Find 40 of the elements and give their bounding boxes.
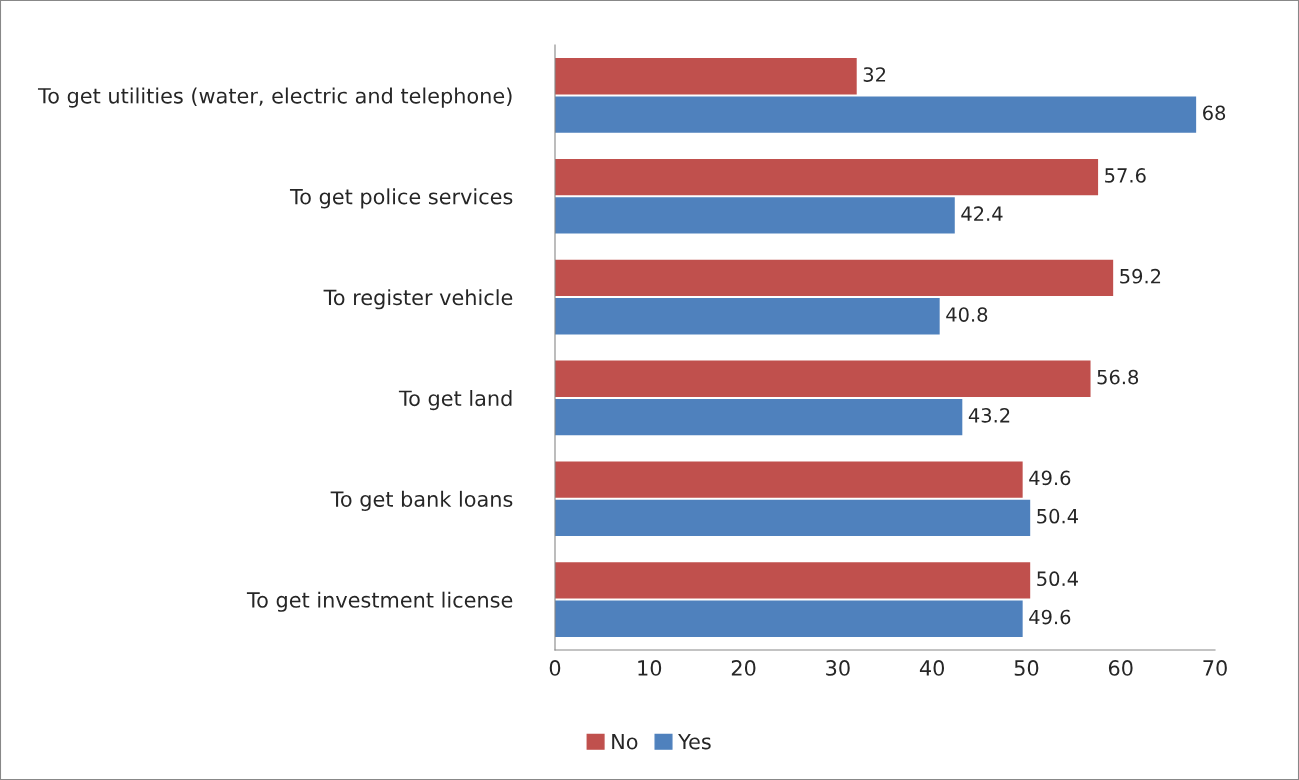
- x-tick-label: 60: [1108, 660, 1133, 676]
- bar: [555, 499, 1031, 537]
- bar: [555, 600, 1023, 637]
- y-tick-label: To get utilities (water, electric and telephone): [37, 87, 512, 108]
- y-tick-label: To get land: [398, 390, 512, 411]
- data-label: 59.2: [1120, 268, 1161, 284]
- y-tick-label: To register vehicle: [323, 289, 513, 310]
- data-label: 50.4: [1037, 508, 1078, 524]
- y-tick-label: To get investment license: [246, 591, 513, 612]
- x-tick-label: 50: [1014, 660, 1039, 676]
- x-tick-label: 10: [638, 660, 662, 676]
- data-label: 56.8: [1097, 369, 1139, 385]
- data-label: 32: [863, 67, 886, 82]
- data-label: 49.6: [1029, 609, 1071, 625]
- data-label: 43.2: [968, 408, 1010, 423]
- x-tick-label: 30: [826, 660, 850, 676]
- x-tick-label: 0: [549, 660, 561, 676]
- bar: [555, 96, 1197, 133]
- bar: [555, 562, 1031, 599]
- x-tick-label: 70: [1203, 660, 1227, 676]
- data-label: 49.6: [1029, 470, 1071, 486]
- bar: [555, 158, 1099, 196]
- data-label: 42.4: [961, 206, 1003, 221]
- bar: [555, 360, 1091, 397]
- y-tick-label: To get police services: [289, 188, 513, 209]
- bar: [555, 461, 1023, 498]
- data-label: 40.8: [946, 307, 988, 322]
- y-tick-label: To get bank loans: [330, 490, 513, 511]
- data-label: 50.4: [1037, 571, 1078, 587]
- bar: [555, 259, 1114, 297]
- bar: [555, 58, 857, 95]
- x-tick-label: 40: [919, 660, 945, 676]
- data-label: 57.6: [1105, 168, 1146, 183]
- legend-label: Yes: [678, 733, 711, 750]
- bar: [555, 197, 955, 234]
- x-tick-label: 20: [731, 660, 756, 676]
- data-label: 68: [1203, 105, 1226, 121]
- bar: [555, 398, 963, 436]
- legend-label: No: [612, 733, 638, 750]
- bar: [555, 298, 940, 335]
